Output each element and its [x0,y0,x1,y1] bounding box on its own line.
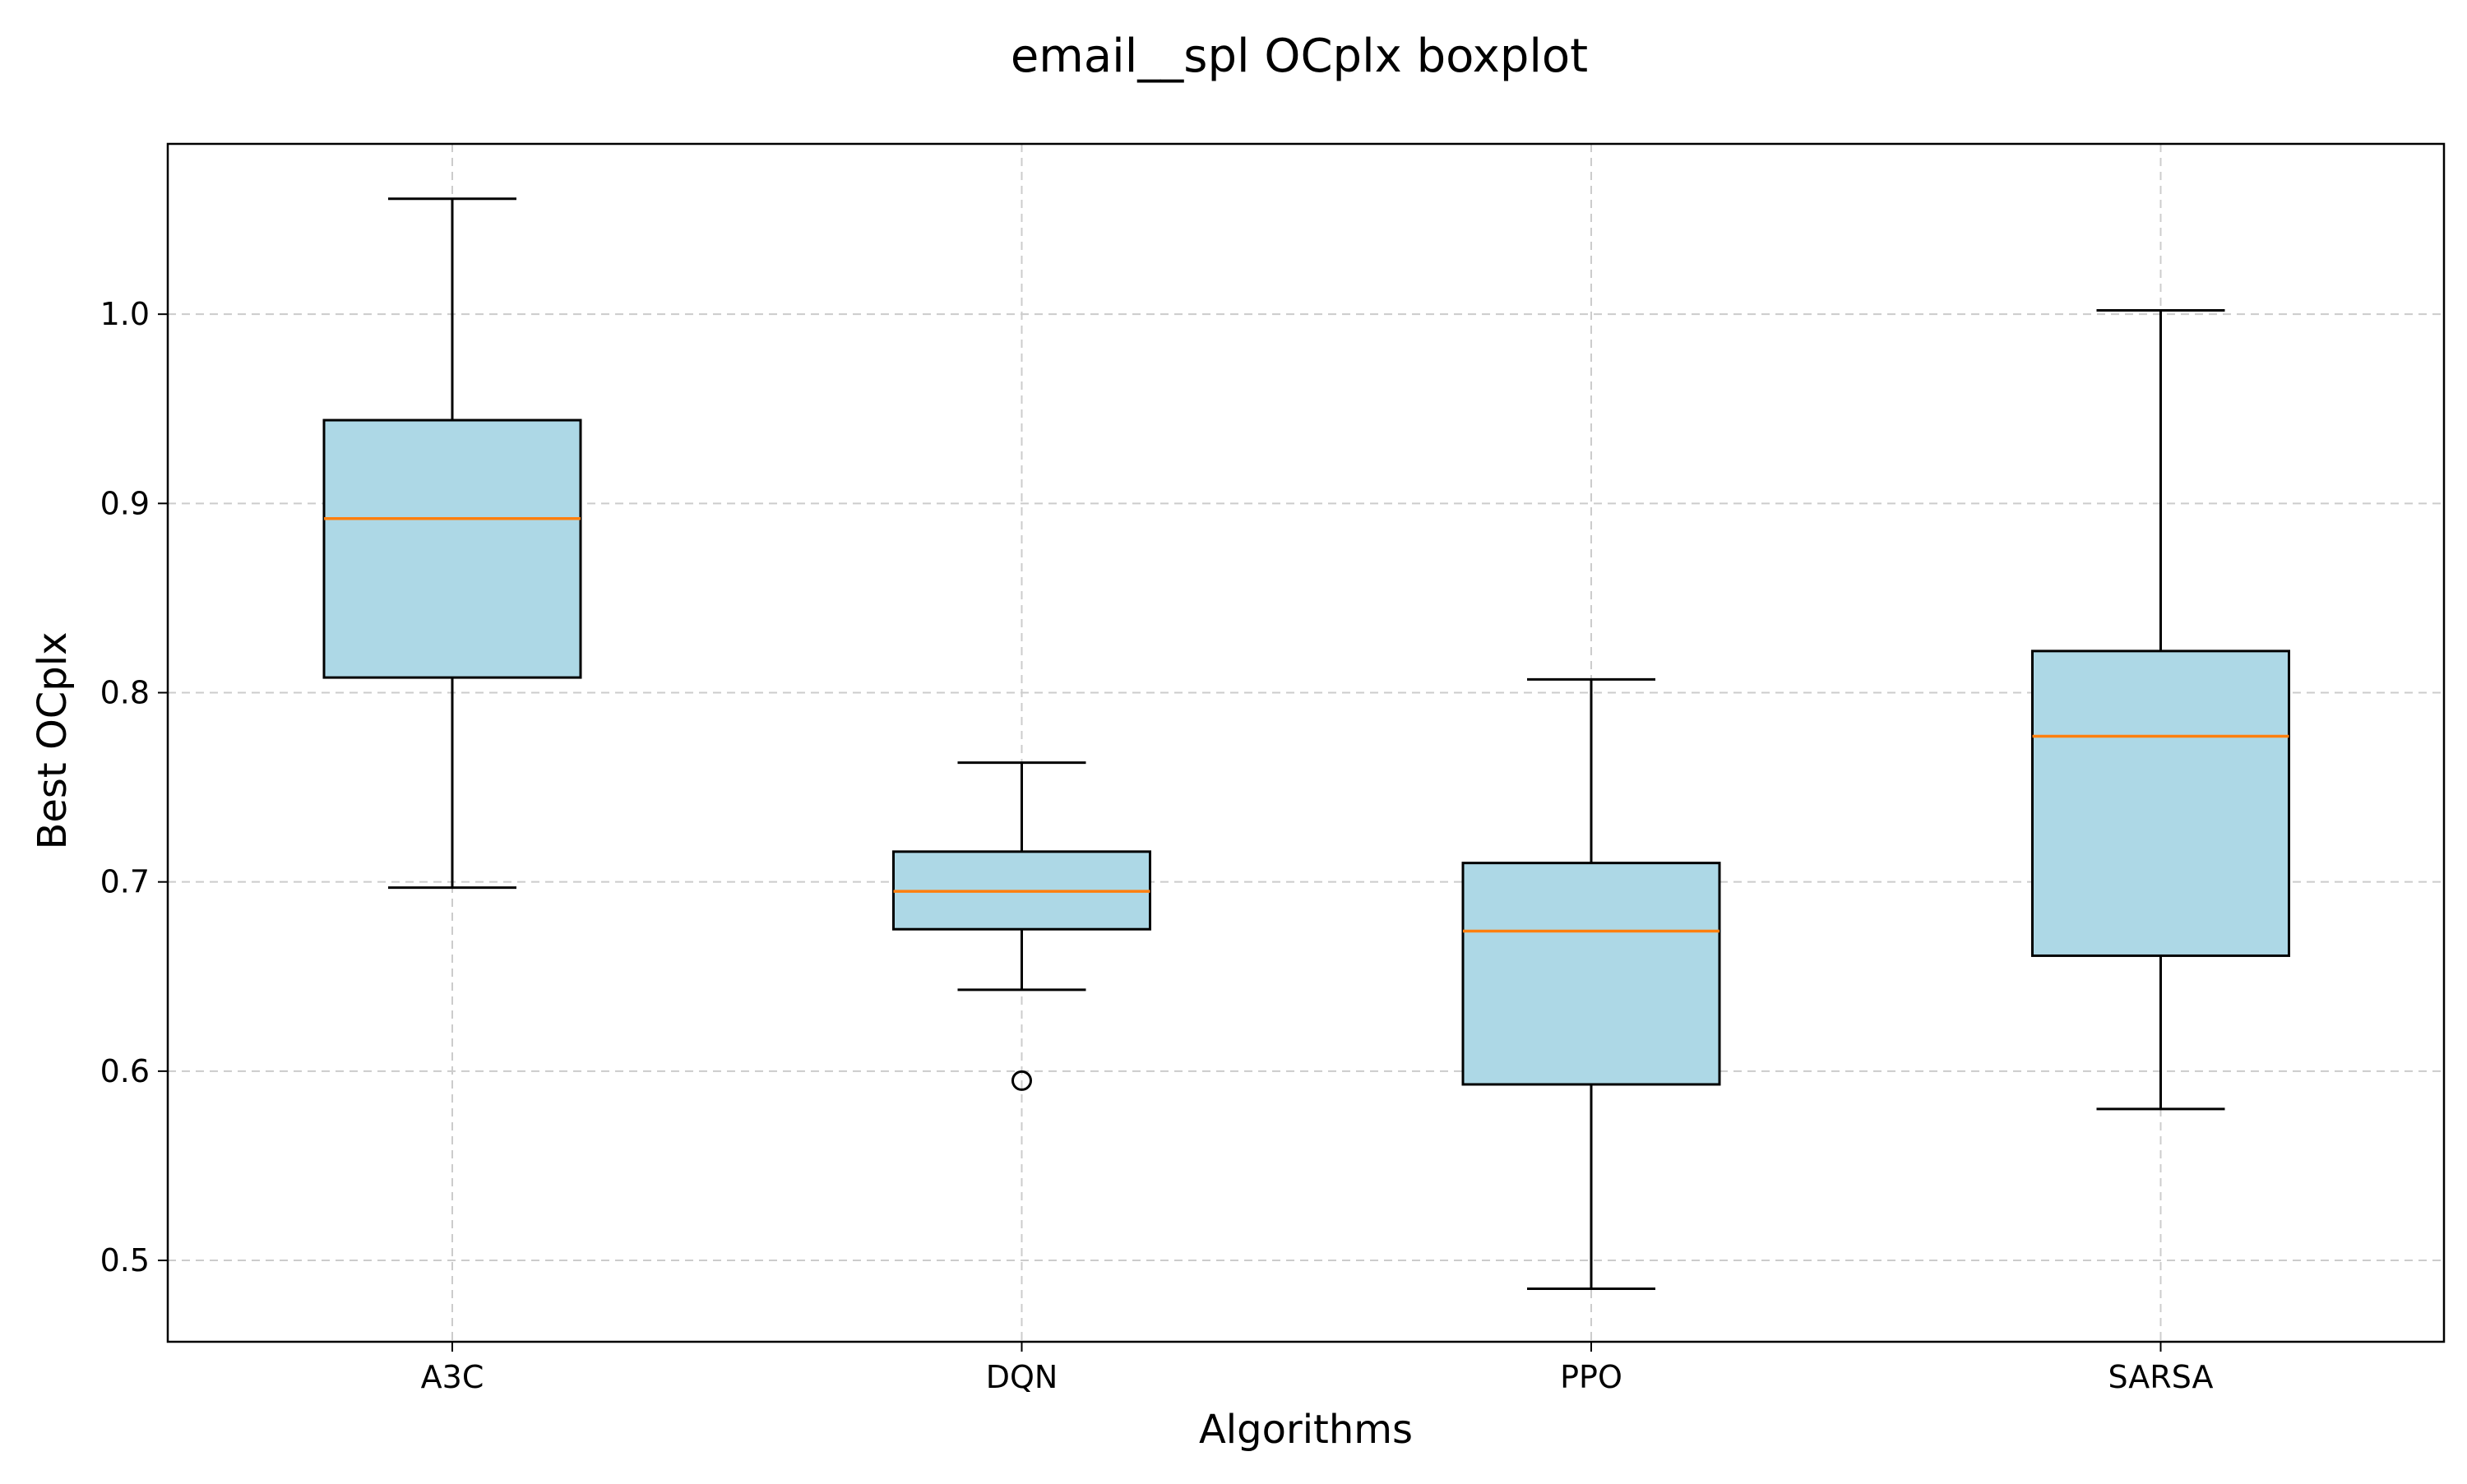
y-tick-label: 1.0 [100,296,150,332]
plot-area-frame [166,142,2446,1343]
box-ppo [1461,862,1721,1086]
y-tick-label: 0.6 [100,1053,150,1089]
box-sarsa [2031,650,2290,957]
box-group-dqn [892,761,1151,1091]
box-series [322,197,2290,1291]
y-axis-label: Best OCplx [30,631,76,849]
box-group-a3c [322,197,582,890]
box-group-ppo [1461,677,1721,1291]
y-tick-label: 0.9 [100,485,150,521]
outlier-point-dqn [1011,1070,1032,1091]
x-axis-label: Algorithms [1199,1407,1413,1453]
box-a3c [322,418,582,679]
x-tick-label-dqn: DQN [986,1359,1058,1395]
x-tick-label-a3c: A3C [421,1359,484,1395]
x-tick-label-sarsa: SARSA [2108,1359,2213,1395]
y-tick-label: 0.5 [100,1242,150,1278]
y-tick-label: 0.8 [100,675,150,711]
chart-title: email__spl OCplx boxplot [1011,30,1588,83]
x-tick-label-ppo: PPO [1560,1359,1622,1395]
box-group-sarsa [2031,309,2290,1111]
axis-ticks: 0.5 0.6 0.7 0.8 0.9 1.0 A3C DQN PPO SARSA [100,296,2214,1395]
y-tick-label: 0.7 [100,864,150,900]
grid-lines [168,144,2444,1342]
